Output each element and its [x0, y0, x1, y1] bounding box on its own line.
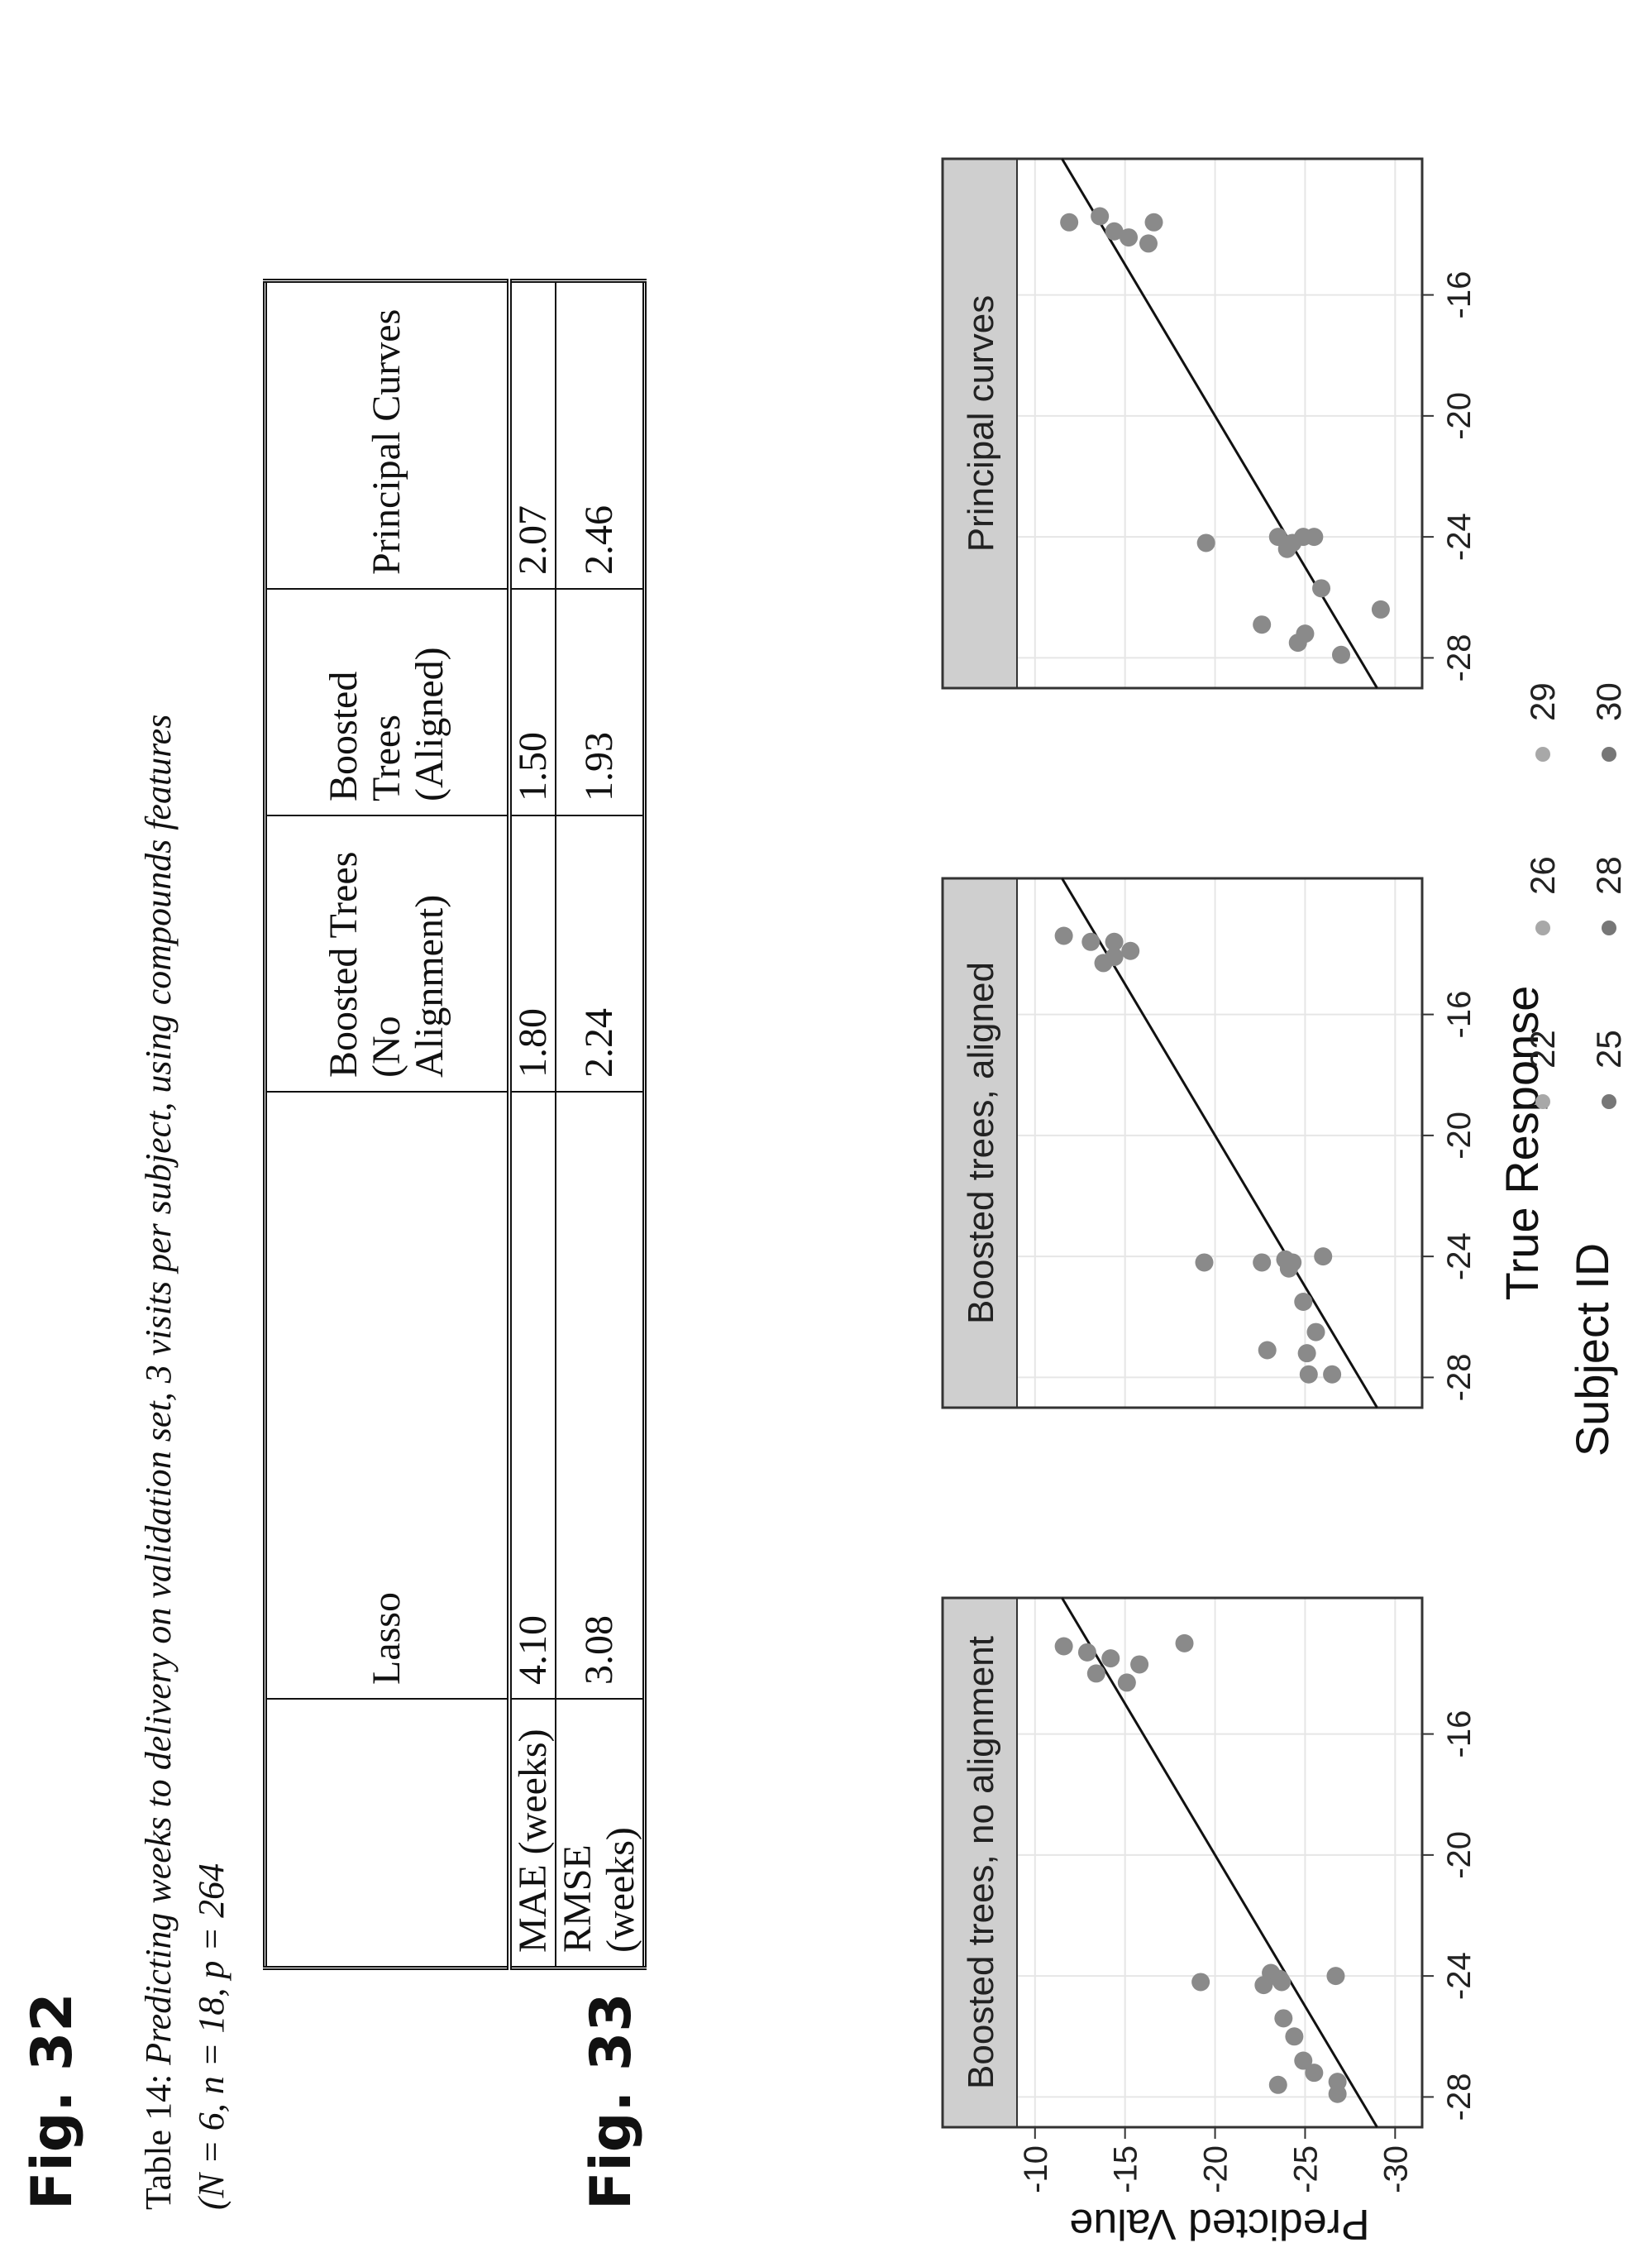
legend-label: 26 — [1523, 856, 1562, 895]
legend-marker — [1535, 747, 1550, 762]
data-point — [1196, 533, 1215, 552]
data-point — [1268, 528, 1287, 547]
legend-label: 28 — [1589, 856, 1628, 895]
data-point — [1332, 645, 1350, 664]
data-point — [1294, 2051, 1313, 2070]
legend-marker — [1602, 747, 1616, 762]
data-point — [1285, 2027, 1304, 2046]
legend-marker — [1535, 1094, 1550, 1109]
data-point — [1054, 1637, 1073, 1656]
data-point — [1326, 1967, 1345, 1986]
data-point — [1323, 1365, 1342, 1384]
legend-marker — [1602, 1094, 1616, 1109]
data-point — [1117, 1673, 1136, 1692]
x-tick-label: -16 — [1441, 991, 1478, 1039]
data-point — [1306, 1322, 1325, 1341]
data-point — [1054, 926, 1073, 945]
x-tick-label: -28 — [1441, 1354, 1478, 1402]
data-point — [1274, 2009, 1293, 2028]
data-point — [1371, 600, 1390, 619]
data-point — [1105, 222, 1124, 241]
data-point — [1175, 1633, 1194, 1652]
data-point — [1296, 624, 1315, 643]
reference-line — [1061, 158, 1378, 689]
data-point — [1130, 1655, 1149, 1674]
data-point — [1091, 207, 1110, 226]
data-point — [1299, 1365, 1318, 1384]
x-tick-label: -16 — [1441, 1710, 1478, 1758]
x-tick-label: -20 — [1441, 1112, 1478, 1160]
panel-frame — [941, 157, 1424, 690]
data-point — [1314, 1247, 1333, 1266]
data-point — [1121, 941, 1140, 960]
y-tick-label: -20 — [1198, 2145, 1234, 2193]
y-tick-label: -30 — [1377, 2145, 1414, 2193]
y-axis-label: Predicted Value — [1069, 2200, 1369, 2243]
data-point — [1305, 2064, 1324, 2083]
data-point — [1253, 615, 1272, 634]
y-tick-label: -15 — [1108, 2145, 1144, 2193]
data-point — [1258, 1341, 1277, 1360]
panel-frame — [941, 1596, 1424, 2129]
panel-2: Boosted trees, aligned -28 -24 -20 -16 — [941, 877, 1478, 1409]
data-point — [1077, 1643, 1096, 1662]
x-tick-label: -16 — [1441, 271, 1478, 319]
legend-label: 22 — [1523, 1030, 1562, 1069]
data-point — [1120, 228, 1139, 247]
data-point — [1105, 932, 1124, 951]
x-tick-label: -24 — [1441, 1952, 1478, 2000]
legend-label: 29 — [1523, 682, 1562, 721]
panel-title: Boosted trees, no alignment — [961, 1636, 1001, 2089]
data-point — [1195, 1253, 1214, 1272]
y-axis: -10 -15 -20 -25 -30 — [1018, 2127, 1414, 2193]
legend-title: Subject ID — [1566, 1243, 1618, 1456]
x-tick-label: -20 — [1441, 1831, 1478, 1879]
data-point — [1268, 2075, 1287, 2094]
x-axis-label: True Response — [1496, 986, 1548, 1301]
data-point — [1305, 528, 1324, 547]
panel-frame — [941, 877, 1424, 1409]
data-point — [1312, 579, 1331, 598]
data-point — [1094, 954, 1113, 973]
legend-marker — [1602, 921, 1616, 935]
data-point — [1253, 1253, 1272, 1272]
legend: Subject ID 22 26 29 25 28 30 — [1523, 682, 1628, 1456]
data-point — [1139, 234, 1158, 253]
data-point — [1254, 1976, 1273, 1995]
x-tick-label: -28 — [1441, 2073, 1478, 2121]
legend-label: 25 — [1589, 1030, 1628, 1069]
reference-line — [1061, 1597, 1378, 2128]
y-tick-label: -10 — [1018, 2145, 1054, 2193]
data-point — [1328, 2073, 1347, 2092]
data-point — [1276, 1250, 1295, 1269]
panel-1: Boosted trees, no alignment -28 -24 -20 -16 — [941, 1596, 1478, 2129]
x-tick-label: -28 — [1441, 634, 1478, 682]
x-tick-label: -24 — [1441, 1232, 1478, 1280]
reference-line — [1061, 878, 1378, 1408]
legend-marker — [1535, 921, 1550, 935]
data-point — [1060, 213, 1079, 232]
data-point — [1191, 1973, 1210, 1992]
data-point — [1294, 1293, 1313, 1311]
data-point — [1086, 1664, 1105, 1683]
panel-title: Boosted trees, aligned — [961, 962, 1001, 1324]
data-point — [1297, 1344, 1316, 1363]
x-tick-label: -20 — [1441, 392, 1478, 440]
data-point — [1101, 1649, 1120, 1668]
legend-label: 30 — [1589, 682, 1628, 721]
x-tick-label: -24 — [1441, 513, 1478, 561]
data-point — [1081, 932, 1101, 951]
panel-title: Principal curves — [961, 295, 1001, 552]
panel-3: Principal curves -28 -24 -20 -16 — [941, 157, 1478, 690]
y-tick-label: -25 — [1287, 2145, 1324, 2193]
data-point — [1144, 213, 1163, 232]
